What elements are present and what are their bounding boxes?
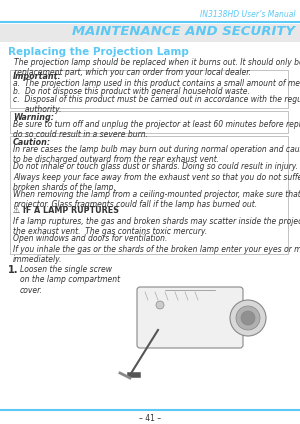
Text: b.  Do not dispose this product with general household waste.: b. Do not dispose this product with gene… xyxy=(13,87,250,96)
Text: Be sure to turn off and unplug the projector at least 60 minutes before replacin: Be sure to turn off and unplug the proje… xyxy=(13,120,300,139)
Text: Open windows and doors for ventilation.: Open windows and doors for ventilation. xyxy=(13,234,167,243)
Text: Do not inhale or touch glass dust or shards. Doing so could result in injury.: Do not inhale or touch glass dust or sha… xyxy=(13,162,298,171)
Text: a.  The projection lamp used in this product contains a small amount of mercury.: a. The projection lamp used in this prod… xyxy=(13,79,300,88)
Text: Loosen the single screw
on the lamp compartment
cover.: Loosen the single screw on the lamp comp… xyxy=(20,265,120,295)
Circle shape xyxy=(241,311,255,325)
FancyBboxPatch shape xyxy=(0,24,300,42)
Text: The projection lamp should be replaced when it burns out. It should only be repl: The projection lamp should be replaced w… xyxy=(14,58,300,78)
Circle shape xyxy=(236,306,260,330)
Text: Warning:: Warning: xyxy=(13,113,54,122)
Text: In rare cases the lamp bulb may burn out during normal operation and cause glass: In rare cases the lamp bulb may burn out… xyxy=(13,145,300,165)
Text: Important:: Important: xyxy=(13,72,62,81)
Text: When removing the lamp from a ceiling-mounted projector, make sure that no one i: When removing the lamp from a ceiling-mo… xyxy=(13,190,300,209)
Text: If you inhale the gas or the shards of the broken lamp enter your eyes or mouth,: If you inhale the gas or the shards of t… xyxy=(13,245,300,265)
FancyBboxPatch shape xyxy=(10,136,288,254)
FancyBboxPatch shape xyxy=(137,287,243,348)
Text: MAINTENANCE AND SECURITY: MAINTENANCE AND SECURITY xyxy=(72,25,295,38)
Circle shape xyxy=(156,301,164,309)
Text: c.  Disposal of this product must be carried out in accordance with the regulati: c. Disposal of this product must be carr… xyxy=(13,95,300,114)
Text: If a lamp ruptures, the gas and broken shards may scatter inside the projector a: If a lamp ruptures, the gas and broken s… xyxy=(13,217,300,237)
Text: 1.: 1. xyxy=(8,265,19,275)
Text: Caution:: Caution: xyxy=(13,138,51,147)
FancyBboxPatch shape xyxy=(10,111,288,133)
Text: IN3138HD User’s Manual: IN3138HD User’s Manual xyxy=(200,10,295,19)
Text: ⚠ IF A LAMP RUPTURES: ⚠ IF A LAMP RUPTURES xyxy=(13,206,119,215)
Text: Always keep your face away from the exhaust vent so that you do not suffer from : Always keep your face away from the exha… xyxy=(13,173,300,192)
FancyBboxPatch shape xyxy=(10,70,288,108)
Circle shape xyxy=(230,300,266,336)
Text: Replacing the Projection Lamp: Replacing the Projection Lamp xyxy=(8,47,189,57)
Text: – 41 –: – 41 – xyxy=(139,414,161,423)
